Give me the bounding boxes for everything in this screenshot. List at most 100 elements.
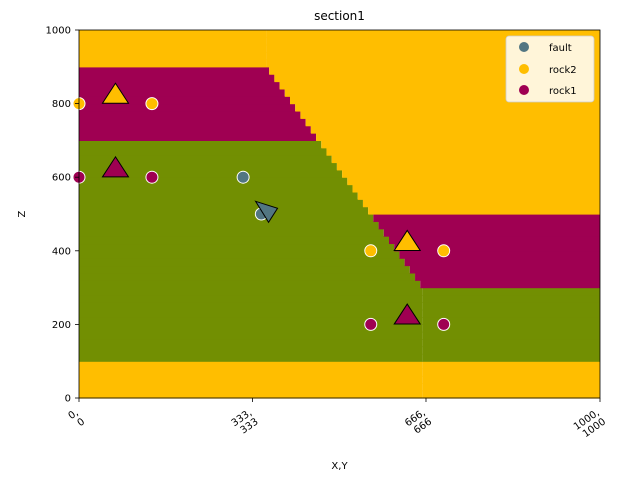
- unit-cell-right: [305, 118, 600, 127]
- y-axis-label: Z: [17, 210, 28, 217]
- legend-label-fault: fault: [549, 43, 572, 54]
- unit-cell-right: [422, 361, 600, 370]
- unit-cell-left: [79, 110, 301, 119]
- point-rock2: [145, 97, 159, 111]
- unit-cell-left: [79, 236, 389, 245]
- unit-cell-right: [336, 162, 600, 171]
- unit-cell-right: [310, 125, 600, 134]
- unit-cell-right: [352, 184, 600, 193]
- unit-cell-right: [300, 110, 600, 119]
- unit-cell-left: [79, 390, 423, 399]
- unit-cell-left: [79, 302, 423, 311]
- unit-cell-right: [415, 272, 600, 281]
- unit-cell-left: [79, 228, 384, 237]
- unit-cell-left: [79, 243, 395, 252]
- orientation-fault: [254, 200, 279, 224]
- unit-cell-left: [79, 140, 322, 149]
- unit-cell-right: [422, 346, 600, 355]
- unit-cell-right: [347, 177, 600, 186]
- y-tick-label: 600: [52, 173, 71, 184]
- point-rock1: [437, 317, 451, 331]
- unit-cell-right: [422, 339, 600, 348]
- unit-cell-left: [79, 368, 423, 377]
- unit-cell-right: [422, 331, 600, 340]
- unit-cell-right: [266, 52, 600, 61]
- unit-cell-right: [422, 390, 600, 399]
- unit-cell-left: [79, 162, 337, 171]
- unit-cell-left: [79, 375, 423, 384]
- orientation-rock2: [393, 229, 422, 251]
- unit-cell-left: [79, 221, 379, 230]
- unit-cell-left: [79, 339, 423, 348]
- unit-cell-left: [79, 81, 280, 90]
- unit-cell-left: [79, 155, 332, 164]
- unit-cell-left: [79, 317, 423, 325]
- unit-cell-left: [79, 52, 267, 61]
- unit-cell-left: [79, 88, 285, 97]
- plot-frame: [78, 29, 601, 399]
- orientation-rock1: [393, 303, 422, 325]
- unit-cell-left: [79, 59, 267, 68]
- unit-cell-left: [79, 191, 358, 200]
- unit-cell-left: [79, 103, 296, 112]
- unit-cell-right: [362, 199, 600, 208]
- legend: fault rock2 rock1: [505, 35, 595, 103]
- unit-cell-right: [266, 37, 600, 46]
- legend-marker-rock2: [519, 64, 529, 74]
- orientation-rock2: [101, 82, 130, 104]
- point-rock2: [437, 244, 451, 258]
- unit-cell-right: [316, 133, 600, 141]
- unit-cell-right: [409, 265, 600, 274]
- y-tick-label: 200: [52, 320, 71, 331]
- legend-marker-fault: [519, 42, 529, 52]
- unit-cell-left: [79, 125, 311, 134]
- plot-background: [79, 30, 600, 399]
- unit-cell-left: [79, 287, 423, 296]
- unit-cell-right: [342, 169, 600, 178]
- orientation-rock1: [101, 155, 130, 178]
- unit-cell-right: [357, 191, 600, 200]
- unit-cell-left: [79, 37, 267, 46]
- legend-label-rock1: rock1: [549, 86, 577, 97]
- unit-cell-right: [422, 353, 600, 362]
- unit-cell-left: [79, 206, 369, 215]
- legend-label-rock2: rock2: [549, 65, 577, 76]
- unit-cell-right: [373, 214, 600, 222]
- unit-cell-left: [79, 214, 374, 222]
- unit-cell-right: [422, 302, 600, 311]
- unit-cell-left: [79, 272, 416, 281]
- unit-cell-right: [422, 368, 600, 377]
- unit-cell-left: [79, 309, 423, 318]
- unit-cell-left: [79, 96, 291, 105]
- legend-box: [505, 35, 595, 103]
- chart-title: section1: [314, 9, 365, 23]
- unit-cell-left: [79, 30, 267, 38]
- unit-cell-right: [422, 309, 600, 318]
- unit-cell-left: [79, 147, 327, 156]
- unit-cell-right: [404, 258, 600, 267]
- unit-cell-right: [279, 81, 600, 90]
- unit-cell-left: [79, 199, 363, 208]
- legend-marker-rock1: [519, 85, 529, 95]
- unit-cell-left: [79, 383, 423, 392]
- y-tick-label: 400: [52, 246, 71, 257]
- unit-cell-right: [422, 375, 600, 384]
- unit-cell-right: [284, 88, 600, 97]
- unit-cell-right: [295, 103, 600, 112]
- point-rock2: [364, 244, 378, 258]
- unit-cell-right: [368, 206, 600, 215]
- unit-cell-left: [79, 133, 317, 141]
- unit-cell-right: [326, 147, 600, 156]
- unit-cell-left: [79, 280, 421, 289]
- unit-cell-right: [420, 280, 600, 289]
- unit-cell-right: [422, 287, 600, 296]
- unit-cell-right: [394, 243, 600, 252]
- unit-cell-left: [79, 74, 275, 83]
- unit-cell-right: [422, 383, 600, 392]
- x-tick-label: 666,666: [403, 407, 434, 438]
- point-rock1: [145, 170, 159, 184]
- x-tick-label: 0,0: [67, 407, 87, 430]
- y-tick-label: 0: [65, 394, 71, 405]
- unit-cell-left: [79, 265, 410, 274]
